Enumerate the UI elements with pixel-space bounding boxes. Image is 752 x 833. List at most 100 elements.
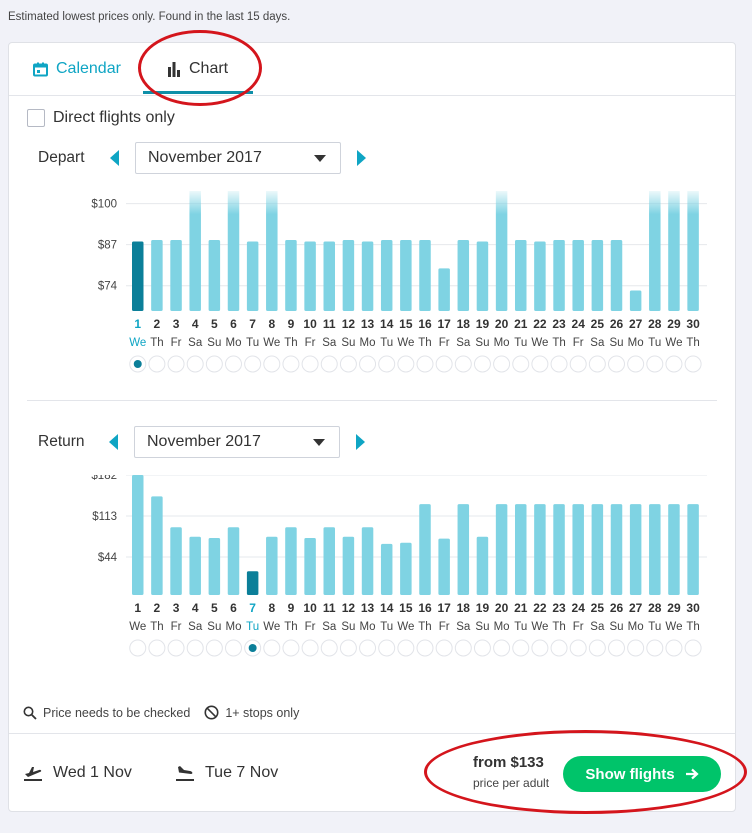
price-bar	[208, 239, 221, 311]
day-label: 11	[323, 317, 336, 331]
legend-price-check: Price needs to be checked	[23, 706, 190, 720]
weekday-label: Mo	[226, 337, 242, 349]
day-select-radio[interactable]	[435, 639, 453, 657]
weekday-label: Fr	[439, 337, 450, 349]
depart-next-month-icon[interactable]	[357, 150, 366, 166]
day-label: 26	[610, 601, 624, 615]
weekday-label: Mo	[494, 337, 510, 349]
day-label: 5	[211, 317, 218, 331]
tab-calendar[interactable]: Calendar	[33, 43, 121, 95]
day-select-radio[interactable]	[282, 639, 300, 657]
return-month-select[interactable]: November 2017	[134, 426, 340, 458]
day-select-radio[interactable]	[339, 639, 357, 657]
view-tabs: Calendar Chart	[9, 43, 735, 96]
price-bar	[495, 191, 508, 311]
day-select-radio[interactable]	[378, 355, 396, 373]
day-select-radio[interactable]	[320, 639, 338, 657]
day-select-radio[interactable]	[186, 355, 204, 373]
day-select-radio[interactable]	[148, 355, 166, 373]
day-select-radio[interactable]	[435, 355, 453, 373]
day-select-radio[interactable]	[493, 639, 511, 657]
weekday-label: Sa	[456, 337, 471, 349]
day-select-radio[interactable]	[454, 639, 472, 657]
day-select-radio[interactable]	[684, 355, 702, 373]
day-select-radio[interactable]	[282, 355, 300, 373]
day-select-radio[interactable]	[569, 355, 587, 373]
direct-flights-label: Direct flights only	[53, 109, 175, 126]
tab-chart[interactable]: Chart	[167, 43, 228, 95]
day-select-radio[interactable]	[167, 639, 185, 657]
day-select-radio[interactable]	[359, 355, 377, 373]
day-select-radio[interactable]	[301, 355, 319, 373]
day-select-radio[interactable]	[588, 355, 606, 373]
price-bar	[629, 290, 642, 311]
depart-prev-month-icon[interactable]	[110, 150, 119, 166]
day-select-radio[interactable]	[665, 355, 683, 373]
day-select-radio[interactable]	[378, 639, 396, 657]
day-select-radio[interactable]	[225, 355, 242, 373]
price-bar	[285, 239, 297, 311]
day-select-radio[interactable]	[493, 355, 511, 373]
price-bar	[304, 537, 316, 595]
price-bar	[419, 504, 431, 595]
weekday-label: Su	[341, 621, 355, 633]
day-select-radio[interactable]	[684, 639, 702, 657]
day-select-radio[interactable]	[397, 639, 415, 657]
day-select-radio[interactable]	[244, 355, 262, 373]
day-select-radio[interactable]	[569, 639, 587, 657]
day-select-radio[interactable]	[205, 639, 223, 657]
weekday-label: We	[129, 621, 146, 633]
day-select-radio[interactable]	[608, 355, 625, 373]
day-select-radio[interactable]	[205, 355, 223, 373]
day-select-radio[interactable]	[665, 639, 683, 657]
day-select-radio[interactable]	[397, 355, 415, 373]
day-select-radio[interactable]	[454, 355, 472, 373]
day-select-radio[interactable]	[646, 355, 664, 373]
day-select-radio[interactable]	[473, 355, 491, 373]
day-select-radio[interactable]	[263, 639, 281, 657]
day-select-radio[interactable]	[339, 355, 357, 373]
day-select-radio[interactable]	[646, 639, 664, 657]
no-entry-icon	[204, 705, 219, 720]
day-select-radio[interactable]	[129, 639, 147, 657]
day-select-radio[interactable]	[608, 639, 625, 657]
day-select-radio[interactable]	[167, 355, 185, 373]
day-select-radio[interactable]	[531, 639, 549, 657]
price-bar	[438, 268, 450, 311]
day-select-radio[interactable]	[588, 639, 606, 657]
direct-flights-checkbox[interactable]	[27, 109, 45, 127]
day-select-radio[interactable]	[416, 355, 434, 373]
day-select-radio[interactable]	[186, 639, 204, 657]
day-select-radio[interactable]	[550, 639, 568, 657]
price-bar	[687, 504, 699, 595]
depart-month-select[interactable]: November 2017	[135, 142, 341, 174]
return-prev-month-icon[interactable]	[109, 434, 118, 450]
weekday-label: Sa	[322, 621, 337, 633]
show-flights-button[interactable]: Show flights	[563, 756, 721, 792]
day-label: 1	[134, 601, 141, 615]
day-select-radio[interactable]	[627, 355, 645, 373]
day-select-radio[interactable]	[512, 639, 530, 657]
weekday-label: We	[397, 337, 414, 349]
weekday-label: We	[531, 337, 548, 349]
price-bar	[189, 191, 201, 311]
active-tab-indicator	[143, 91, 253, 94]
return-next-month-icon[interactable]	[356, 434, 365, 450]
price-bar	[342, 536, 355, 595]
day-select-radio[interactable]	[550, 355, 568, 373]
day-select-radio[interactable]	[359, 639, 377, 657]
day-select-radio[interactable]	[148, 639, 166, 657]
day-select-radio[interactable]	[263, 355, 281, 373]
day-select-radio[interactable]	[512, 355, 530, 373]
weekday-label: Su	[475, 621, 489, 633]
day-select-radio[interactable]	[416, 639, 434, 657]
day-select-radio[interactable]	[473, 639, 491, 657]
direct-flights-toggle[interactable]: Direct flights only	[27, 109, 175, 127]
day-label: 10	[303, 317, 317, 331]
day-select-radio[interactable]	[301, 639, 319, 657]
day-select-radio[interactable]	[627, 639, 645, 657]
day-select-radio[interactable]	[225, 639, 242, 657]
day-select-radio[interactable]	[320, 355, 338, 373]
day-select-radio[interactable]	[531, 355, 549, 373]
weekday-label: Fr	[305, 337, 316, 349]
